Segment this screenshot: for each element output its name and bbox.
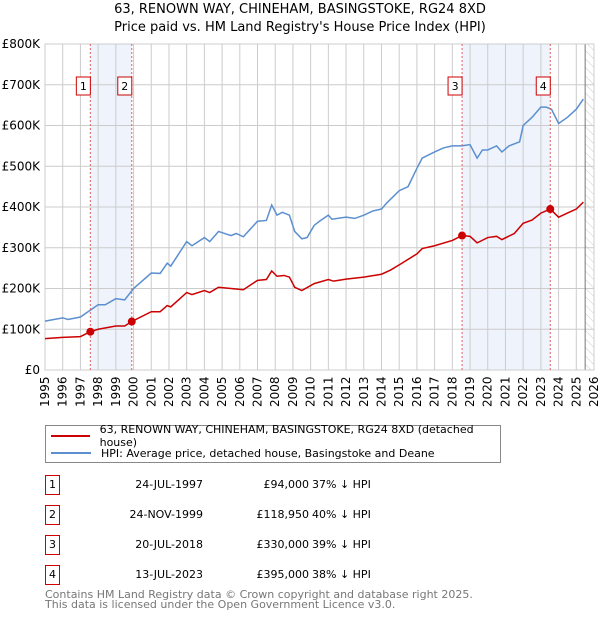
y-tick-label: £200K [2,282,42,296]
sale-label: 3 [452,80,459,93]
x-tick-label: 1999 [109,376,123,407]
x-tick-label: 2026 [587,376,600,407]
sale-price: £94,000 [263,478,310,491]
x-tick-label: 2025 [569,376,583,407]
x-tick-label: 1998 [91,376,105,407]
legend-hpi-line [51,452,91,454]
y-tick-label: £800K [2,37,42,51]
sale-row: 3 20-JUL-2018 £330,000 39% ↓ HPI [45,535,465,555]
x-tick-label: 2018 [445,376,459,407]
x-tick-label: 2009 [286,376,300,407]
sale-date: 13-JUL-2023 [135,568,203,581]
x-tick-label: 2010 [304,376,318,407]
sale-row: 4 13-JUL-2023 £395,000 38% ↓ HPI [45,565,465,585]
sale-price: £330,000 [256,538,310,551]
sale-number: 3 [45,535,60,555]
y-tick-label: £400K [2,200,42,214]
sale-point [546,205,555,214]
sale-label-box [535,76,551,96]
x-tick-label: 2013 [357,376,371,407]
sale-label-box [447,76,463,96]
sale-hpi-diff: 37% ↓ HPI [312,478,371,491]
y-tick-label: £700K [2,78,42,92]
x-tick-label: 2000 [127,376,141,407]
y-tick-label: £0 [25,363,40,377]
sale-price: £395,000 [256,568,310,581]
footer-licence: This data is licensed under the Open Gov… [45,598,396,611]
x-tick-label: 2015 [392,376,406,407]
sale-label-box [117,76,133,96]
x-tick-label: 2005 [215,376,229,407]
y-tick-label: £100K [2,322,42,336]
x-tick-label: 2021 [498,376,512,407]
x-tick-label: 2023 [534,376,548,407]
x-tick-label: 2024 [552,376,566,407]
plot-frame [44,43,595,371]
property-series-line [44,201,584,340]
x-tick-label: 2022 [516,376,530,407]
sale-label: 1 [80,80,87,93]
x-tick-label: 2003 [180,376,194,407]
x-tick-label: 2008 [268,376,282,407]
sale-number: 2 [45,505,60,525]
sale-point [86,327,95,336]
sale-hpi-diff: 38% ↓ HPI [312,568,371,581]
x-tick-label: 2016 [410,376,424,407]
x-tick-label: 2007 [251,376,265,407]
x-tick-label: 1997 [73,376,87,407]
chart-subtitle: Price paid vs. HM Land Registry's House … [114,20,486,35]
hpi-series-line [44,98,584,322]
x-tick-label: 2017 [428,376,442,407]
x-tick-label: 2006 [233,376,247,407]
x-tick-label: 2004 [197,376,211,407]
sale-hpi-diff: 40% ↓ HPI [312,508,371,521]
sale-row: 1 24-JUL-1997 £94,000 37% ↓ HPI [45,475,465,495]
chart-legend: 63, RENOWN WAY, CHINEHAM, BASINGSTOKE, R… [45,423,501,463]
sale-row: 2 24-NOV-1999 £118,950 40% ↓ HPI [45,505,465,525]
price-chart: 1995 1996 1997 1998 1999 2000 2001 2002 2003 2004… [2,37,600,407]
x-tick-label: 1996 [56,376,70,407]
y-tick-label: £600K [2,119,42,133]
legend-property-line [51,435,90,437]
sale-hpi-diff: 39% ↓ HPI [312,538,371,551]
sale-label-box [75,76,91,96]
y-tick-label: £300K [2,241,42,255]
sale-number: 4 [45,565,60,585]
sale-number: 1 [45,475,60,495]
sale-date: 20-JUL-2018 [135,538,203,551]
legend-hpi-label: HPI: Average price, detached house, Basi… [101,446,435,460]
x-tick-label: 2002 [162,376,176,407]
y-tick-label: £500K [2,159,42,173]
sale-point [127,317,136,326]
sale-date: 24-JUL-1997 [135,478,203,491]
x-tick-label: 2020 [481,376,495,407]
sale-label: 4 [540,80,547,93]
x-tick-label: 2019 [463,376,477,407]
sale-point [458,231,467,240]
x-tick-label: 1995 [38,376,52,407]
sale-label: 2 [121,80,128,93]
sale-price: £118,950 [256,508,310,521]
x-tick-label: 2011 [321,376,335,407]
chart-title: 63, RENOWN WAY, CHINEHAM, BASINGSTOKE, R… [114,2,486,17]
x-tick-label: 2012 [339,376,353,407]
x-tick-label: 2014 [374,376,388,407]
footer-copyright: Contains HM Land Registry data © Crown c… [45,588,473,601]
x-tick-label: 2001 [144,376,158,407]
legend-property-label: 63, RENOWN WAY, CHINEHAM, BASINGSTOKE, R… [99,423,474,449]
sale-date: 24-NOV-1999 [129,508,203,521]
